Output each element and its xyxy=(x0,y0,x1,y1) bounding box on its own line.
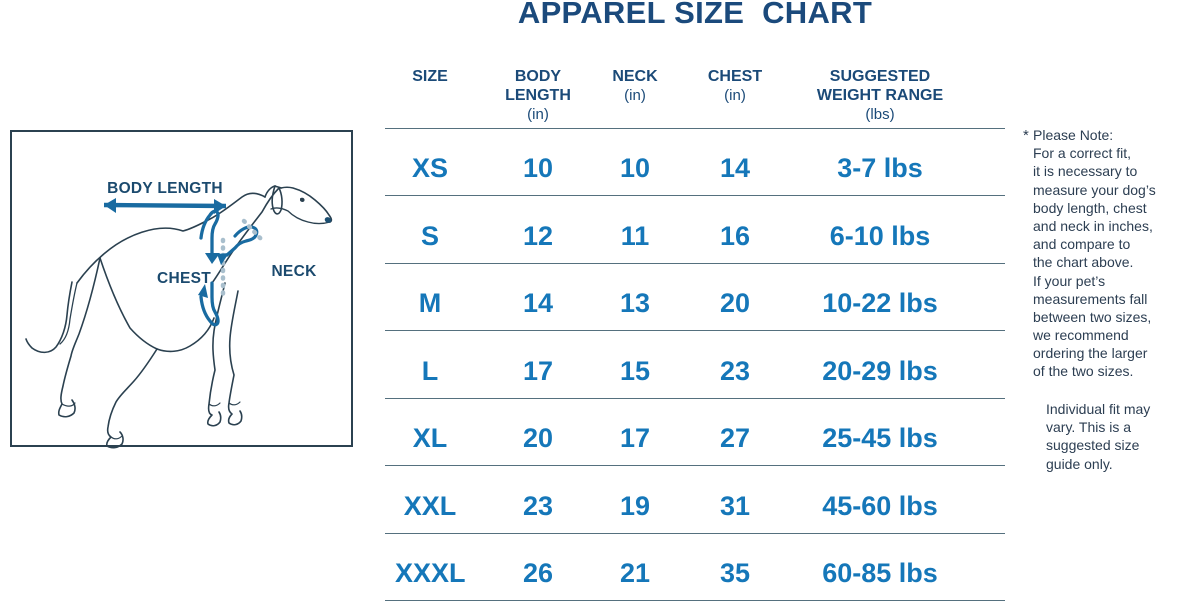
svg-text:BODY LENGTH: BODY LENGTH xyxy=(107,180,223,197)
svg-text:CHEST: CHEST xyxy=(157,270,211,287)
svg-text:NECK: NECK xyxy=(271,263,317,280)
